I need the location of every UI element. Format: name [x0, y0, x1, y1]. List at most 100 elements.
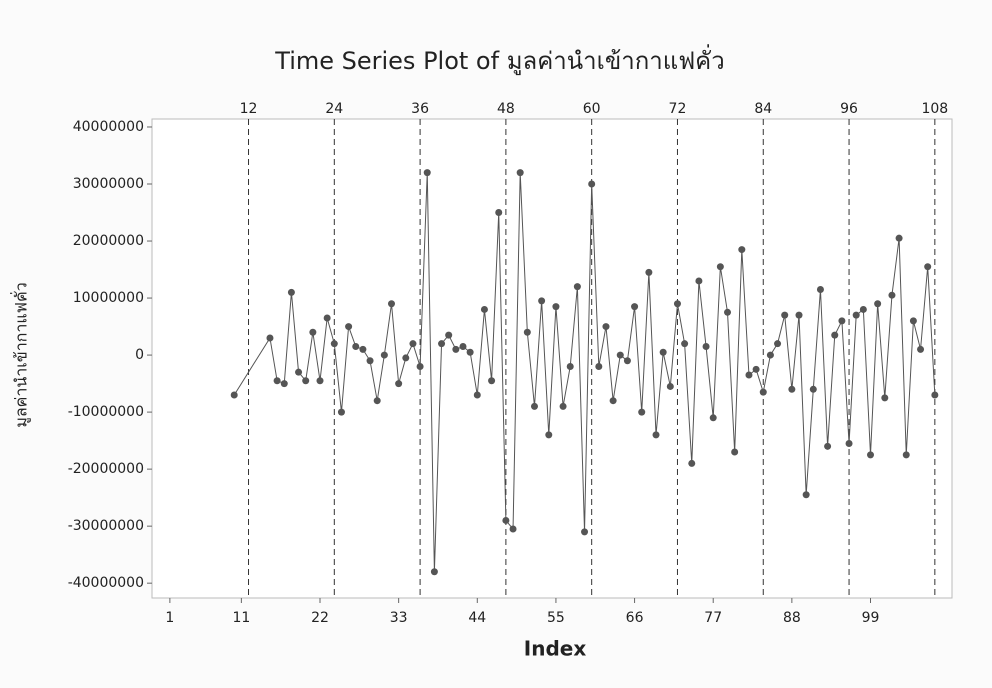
data-point	[724, 309, 731, 316]
data-point	[545, 431, 552, 438]
top-tick-label: 12	[240, 101, 258, 117]
data-point	[474, 391, 481, 398]
data-point	[917, 346, 924, 353]
data-point	[653, 431, 660, 438]
data-point	[538, 297, 545, 304]
x-tick-label: 99	[862, 610, 880, 626]
data-point	[860, 306, 867, 313]
data-point	[710, 414, 717, 421]
y-tick-label: 10000000	[73, 290, 144, 306]
data-point	[531, 403, 538, 410]
data-point	[846, 440, 853, 447]
data-point	[753, 366, 760, 373]
x-tick-label: 33	[390, 610, 408, 626]
data-point	[924, 263, 931, 270]
data-point	[481, 306, 488, 313]
data-point	[717, 263, 724, 270]
data-point	[331, 340, 338, 347]
data-point	[738, 246, 745, 253]
data-point	[874, 300, 881, 307]
data-point	[688, 460, 695, 467]
top-tick-label: 48	[497, 101, 515, 117]
data-point	[510, 526, 517, 533]
chart: Time Series Plot of มูลค่านำเข้ากาแฟคั่ว…	[0, 0, 992, 688]
x-tick-label: 77	[704, 610, 722, 626]
data-point	[681, 340, 688, 347]
top-tick-label: 36	[411, 101, 429, 117]
data-point	[824, 443, 831, 450]
data-point	[788, 386, 795, 393]
y-tick-label: -10000000	[68, 404, 144, 420]
data-point	[388, 300, 395, 307]
data-point	[731, 449, 738, 456]
y-tick-label: 40000000	[73, 119, 144, 135]
x-tick-label: 88	[783, 610, 801, 626]
top-tick-label: 96	[840, 101, 858, 117]
plot-area	[152, 119, 952, 598]
data-point	[417, 363, 424, 370]
top-tick-label: 84	[754, 101, 772, 117]
data-point	[760, 389, 767, 396]
data-point	[595, 363, 602, 370]
data-point	[560, 403, 567, 410]
data-point	[266, 334, 273, 341]
x-tick-label: 11	[232, 610, 250, 626]
y-tick-label: 30000000	[73, 176, 144, 192]
data-point	[867, 451, 874, 458]
data-point	[774, 340, 781, 347]
data-point	[638, 409, 645, 416]
data-point	[581, 528, 588, 535]
y-tick-label: 20000000	[73, 233, 144, 249]
top-tick-label: 24	[325, 101, 343, 117]
data-point	[574, 283, 581, 290]
data-point	[910, 317, 917, 324]
data-point	[488, 377, 495, 384]
data-point	[295, 369, 302, 376]
data-point	[374, 397, 381, 404]
data-point	[324, 315, 331, 322]
data-point	[438, 340, 445, 347]
data-point	[567, 363, 574, 370]
data-point	[517, 169, 524, 176]
x-axis-label: Index	[524, 637, 587, 661]
y-tick-label: -30000000	[68, 518, 144, 534]
x-tick-label: 66	[626, 610, 644, 626]
data-point	[631, 303, 638, 310]
data-point	[624, 357, 631, 364]
data-point	[467, 349, 474, 356]
y-axis-label: มูลค่านำเข้ากาแฟคั่ว	[10, 282, 32, 427]
top-tick-label: 108	[921, 101, 948, 117]
data-point	[502, 517, 509, 524]
y-tick-label: -20000000	[68, 461, 144, 477]
data-point	[931, 391, 938, 398]
data-point	[552, 303, 559, 310]
data-point	[767, 352, 774, 359]
data-point	[424, 169, 431, 176]
data-point	[317, 377, 324, 384]
data-point	[781, 312, 788, 319]
data-point	[367, 357, 374, 364]
x-tick-label: 44	[468, 610, 486, 626]
data-point	[888, 292, 895, 299]
x-tick-label: 22	[311, 610, 329, 626]
data-point	[660, 349, 667, 356]
data-point	[881, 394, 888, 401]
data-point	[903, 451, 910, 458]
data-point	[452, 346, 459, 353]
data-point	[617, 352, 624, 359]
data-point	[402, 354, 409, 361]
data-point	[431, 568, 438, 575]
data-point	[459, 343, 466, 350]
data-point	[381, 352, 388, 359]
data-point	[853, 312, 860, 319]
data-point	[896, 235, 903, 242]
data-point	[810, 386, 817, 393]
data-point	[796, 312, 803, 319]
data-point	[359, 346, 366, 353]
data-point	[524, 329, 531, 336]
y-tick-label: -40000000	[68, 575, 144, 591]
data-point	[602, 323, 609, 330]
data-point	[745, 372, 752, 379]
data-point	[302, 377, 309, 384]
data-point	[588, 181, 595, 188]
